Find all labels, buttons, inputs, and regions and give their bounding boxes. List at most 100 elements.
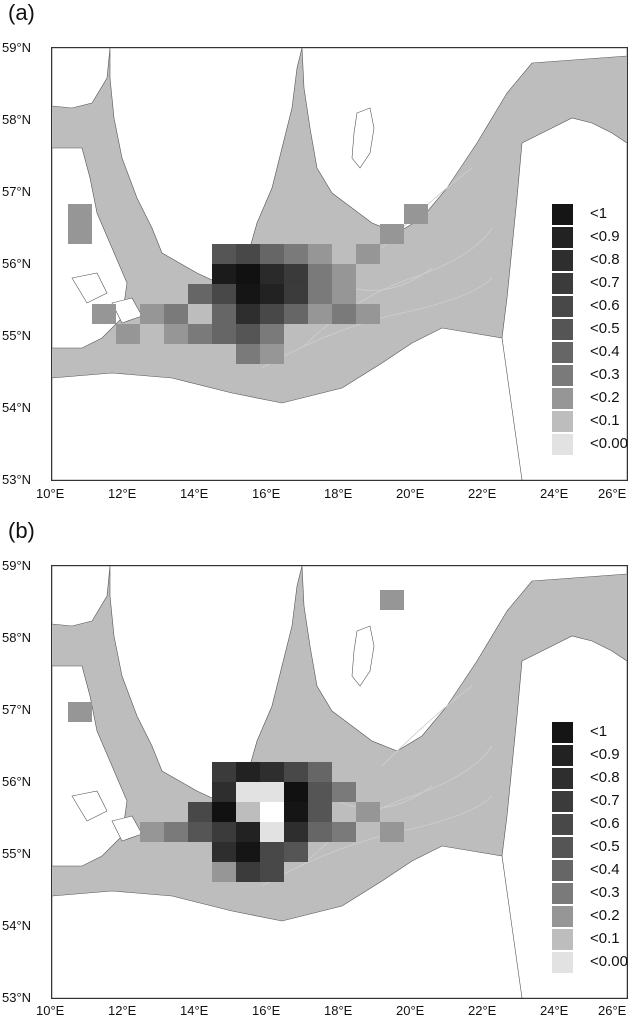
lat-label: 59°N xyxy=(2,558,32,573)
legend-label: <0.4 xyxy=(590,343,620,360)
cell xyxy=(188,822,212,842)
cell xyxy=(212,762,236,782)
legend-swatch xyxy=(552,860,573,881)
cell xyxy=(236,782,260,802)
cell xyxy=(212,842,236,862)
lon-label: 12°E xyxy=(108,1003,137,1018)
cell xyxy=(260,822,284,842)
cell xyxy=(236,842,260,862)
cell xyxy=(332,822,356,842)
legend-label: <0.001 xyxy=(590,953,627,970)
map-b-svg xyxy=(52,566,627,998)
cell xyxy=(140,822,164,842)
cell xyxy=(236,304,260,324)
cell xyxy=(260,862,284,882)
cell xyxy=(380,822,404,842)
cell xyxy=(380,590,404,610)
lat-label: 55°N xyxy=(2,846,32,861)
cell xyxy=(212,284,236,304)
cell xyxy=(116,324,140,344)
cell xyxy=(308,822,332,842)
lat-label: 55°N xyxy=(2,328,32,343)
cell xyxy=(284,842,308,862)
cell xyxy=(332,304,356,324)
legend-label: <1 xyxy=(590,205,608,222)
grid-cells-a xyxy=(68,204,428,364)
lon-label: 26°E xyxy=(598,486,627,501)
legend-label: <0.6 xyxy=(590,815,620,832)
legend-label: <0.7 xyxy=(590,792,620,809)
legend-swatch xyxy=(552,929,573,950)
cell xyxy=(236,822,260,842)
cell xyxy=(212,264,236,284)
legend-label: <0.8 xyxy=(590,769,620,786)
lat-label: 58°N xyxy=(2,112,32,127)
lon-label: 18°E xyxy=(324,486,353,501)
cell xyxy=(284,802,308,822)
cell xyxy=(284,304,308,324)
cell xyxy=(92,304,116,324)
lon-label: 24°E xyxy=(540,486,569,501)
legend-label: <0.8 xyxy=(590,251,620,268)
cell xyxy=(308,304,332,324)
legend-label: <0.9 xyxy=(590,228,620,245)
cell xyxy=(236,244,260,264)
lon-label: 14°E xyxy=(180,1003,209,1018)
cell xyxy=(260,244,284,264)
lon-label: 24°E xyxy=(540,1003,569,1018)
legend-label: <0.001 xyxy=(590,435,627,452)
cell xyxy=(212,822,236,842)
cell xyxy=(236,762,260,782)
cell xyxy=(68,204,92,224)
lat-label: 53°N xyxy=(2,990,32,1005)
legend-swatch xyxy=(552,722,573,743)
cell xyxy=(260,304,284,324)
lon-label: 26°E xyxy=(598,1003,627,1018)
legend-swatch xyxy=(552,388,573,409)
legend-swatch xyxy=(552,296,573,317)
lon-label: 16°E xyxy=(252,486,281,501)
cell xyxy=(308,802,332,822)
legend-label: <0.7 xyxy=(590,274,620,291)
lon-label: 10°E xyxy=(36,1003,65,1018)
cell xyxy=(308,264,332,284)
legend-swatch xyxy=(552,837,573,858)
legend-swatch xyxy=(552,791,573,812)
cell xyxy=(308,762,332,782)
cell xyxy=(308,782,332,802)
cell xyxy=(260,762,284,782)
cell xyxy=(356,244,380,264)
legend-label: <0.5 xyxy=(590,320,620,337)
legend-swatch xyxy=(552,745,573,766)
cell xyxy=(308,284,332,304)
legend-label: <0.9 xyxy=(590,746,620,763)
grid-cells-b xyxy=(68,590,404,882)
legend-swatch xyxy=(552,906,573,927)
lat-label: 53°N xyxy=(2,472,32,487)
cell xyxy=(308,244,332,264)
lat-label: 56°N xyxy=(2,256,32,271)
cell xyxy=(212,244,236,264)
lat-label: 57°N xyxy=(2,702,32,717)
panel-label-a: (a) xyxy=(8,0,35,25)
cell xyxy=(188,284,212,304)
map-a-svg xyxy=(52,48,627,480)
legend-swatch xyxy=(552,883,573,904)
panel-label-b: (b) xyxy=(8,518,35,543)
cell xyxy=(140,304,164,324)
cell xyxy=(164,304,188,324)
lat-label: 59°N xyxy=(2,40,32,55)
legend-label: <0.1 xyxy=(590,930,620,947)
cell xyxy=(212,862,236,882)
cell xyxy=(284,822,308,842)
legend-label: <0.3 xyxy=(590,884,620,901)
legend-swatch xyxy=(552,411,573,432)
legend-label: <0.2 xyxy=(590,907,620,924)
cell xyxy=(236,802,260,822)
lon-label: 22°E xyxy=(468,1003,497,1018)
lon-label: 20°E xyxy=(396,1003,425,1018)
legend-swatch xyxy=(552,227,573,248)
legend-swatch xyxy=(552,204,573,225)
lon-label: 22°E xyxy=(468,486,497,501)
cell xyxy=(260,324,284,344)
